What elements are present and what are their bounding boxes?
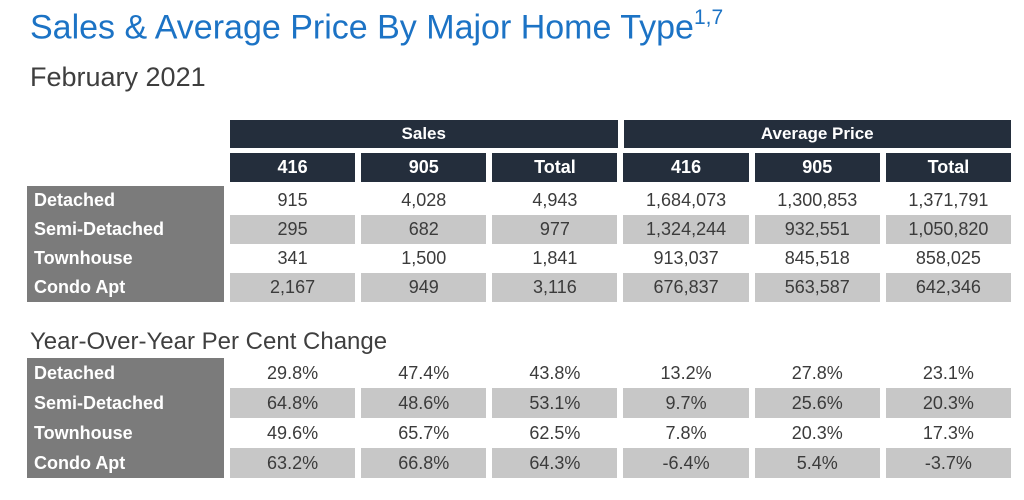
column-header: Total [885,153,1011,182]
table-cell: 1,500 [361,244,487,273]
table-cell: 23.1% [885,358,1011,388]
column-header: Total [492,153,618,182]
table-row: Condo Apt 2,167 949 3,116 676,837 563,58… [27,273,1011,302]
table-cell: 1,841 [492,244,618,273]
table-cell: 915 [230,186,356,215]
table-cell: 977 [492,215,618,244]
table-cell: 642,346 [885,273,1011,302]
table-cell: 27.8% [754,358,880,388]
table-cell: 913,037 [623,244,749,273]
row-label: Detached [27,186,224,215]
table-cell: 845,518 [754,244,880,273]
table-cell: 1,684,073 [623,186,749,215]
table-cell: 3,116 [492,273,618,302]
table-cell: 5.4% [754,448,880,478]
table-cell: -3.7% [885,448,1011,478]
sub-header-row: 416 905 Total 416 905 Total [27,153,1011,182]
table-row: Townhouse 341 1,500 1,841 913,037 845,51… [27,244,1011,273]
table-cell: 858,025 [885,244,1011,273]
table-row: Condo Apt 63.2% 66.8% 64.3% -6.4% 5.4% -… [27,448,1011,478]
table-cell: 949 [361,273,487,302]
table-cell: 1,050,820 [885,215,1011,244]
table-cell: 563,587 [754,273,880,302]
table-cell: 20.3% [754,418,880,448]
row-label: Condo Apt [27,273,224,302]
table-cell: 682 [361,215,487,244]
table-cell: 1,371,791 [885,186,1011,215]
table-cell: 64.3% [492,448,618,478]
table-cell: 676,837 [623,273,749,302]
row-label: Townhouse [27,418,224,448]
table-cell: -6.4% [623,448,749,478]
table-cell: 4,028 [361,186,487,215]
table-cell: 62.5% [492,418,618,448]
table-row: Townhouse 49.6% 65.7% 62.5% 7.8% 20.3% 1… [27,418,1011,448]
header-spacer [27,153,224,182]
report-month: February 2021 [30,62,206,92]
table-row: Detached 29.8% 47.4% 43.8% 13.2% 27.8% 2… [27,358,1011,388]
table-row: Detached 915 4,028 4,943 1,684,073 1,300… [27,186,1011,215]
table-cell: 64.8% [230,388,356,418]
column-header: 905 [361,153,487,182]
row-label: Townhouse [27,244,224,273]
page-title: Sales & Average Price By Major Home Type… [30,6,724,47]
table-cell: 43.8% [492,358,618,388]
group-header-row: Sales Average Price [27,120,1011,148]
row-label: Semi-Detached [27,215,224,244]
group-header-sales: Sales [230,120,618,148]
table-cell: 53.1% [492,388,618,418]
table-cell: 29.8% [230,358,356,388]
table-cell: 932,551 [754,215,880,244]
table-cell: 47.4% [361,358,487,388]
column-header: 416 [230,153,356,182]
table-cell: 66.8% [361,448,487,478]
table-row: Semi-Detached 64.8% 48.6% 53.1% 9.7% 25.… [27,388,1011,418]
title-footnote-superscript: 1,7 [693,6,724,29]
group-header-average-price: Average Price [623,120,1011,148]
row-label: Detached [27,358,224,388]
table-cell: 7.8% [623,418,749,448]
table-cell: 1,324,244 [623,215,749,244]
row-label: Semi-Detached [27,388,224,418]
yoy-section-heading: Year-Over-Year Per Cent Change [30,328,388,355]
table-cell: 49.6% [230,418,356,448]
table-cell: 17.3% [885,418,1011,448]
column-header: 905 [754,153,880,182]
sales-average-price-table: Sales Average Price 416 905 Total 416 90… [27,120,1011,302]
row-label: Condo Apt [27,448,224,478]
table-cell: 4,943 [492,186,618,215]
table-cell: 1,300,853 [754,186,880,215]
table-cell: 9.7% [623,388,749,418]
table-cell: 63.2% [230,448,356,478]
table-cell: 13.2% [623,358,749,388]
page-title-text: Sales & Average Price By Major Home Type [30,8,694,47]
table-cell: 48.6% [361,388,487,418]
column-header: 416 [623,153,749,182]
header-spacer [27,120,224,148]
table-cell: 2,167 [230,273,356,302]
table-cell: 65.7% [361,418,487,448]
table-cell: 341 [230,244,356,273]
table-cell: 295 [230,215,356,244]
yoy-percent-change-table: Detached 29.8% 47.4% 43.8% 13.2% 27.8% 2… [27,358,1011,478]
table-cell: 25.6% [754,388,880,418]
table-row: Semi-Detached 295 682 977 1,324,244 932,… [27,215,1011,244]
table-cell: 20.3% [885,388,1011,418]
